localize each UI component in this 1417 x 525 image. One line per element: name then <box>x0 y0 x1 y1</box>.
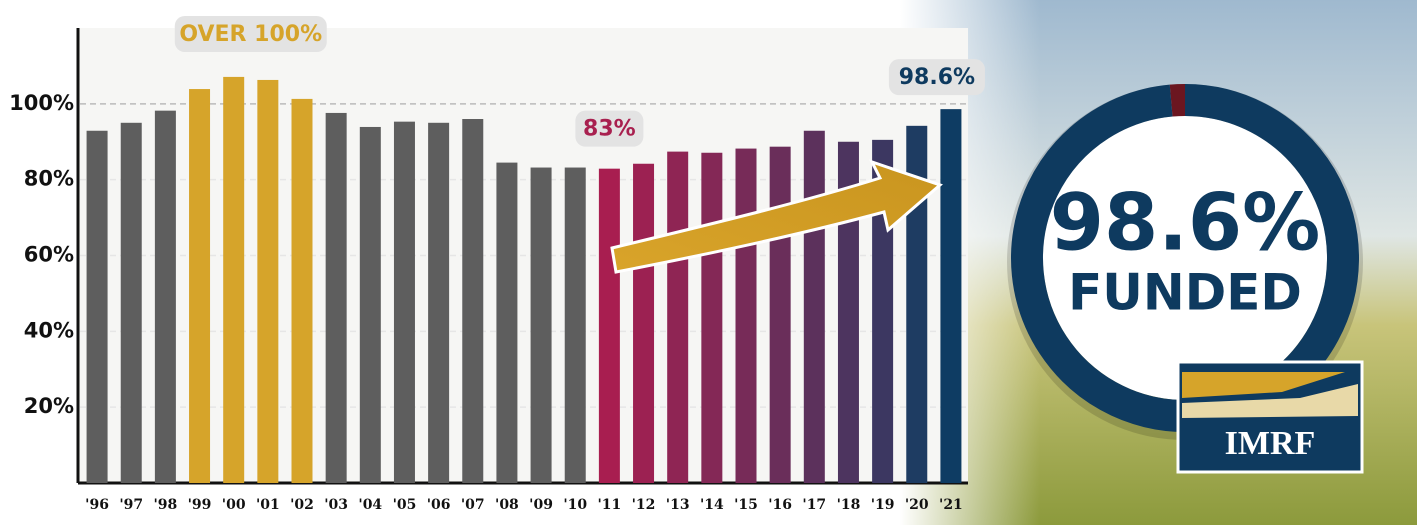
bar <box>496 163 517 483</box>
x-tick-label: '02 <box>290 497 314 513</box>
x-tick-label: '08 <box>495 497 519 513</box>
logo-text: IMRF <box>1225 425 1316 462</box>
bar <box>940 109 961 483</box>
bar <box>394 122 415 483</box>
bar <box>565 168 586 483</box>
y-tick-label: 40% <box>24 318 74 342</box>
bar <box>189 89 210 483</box>
x-tick-label: '97 <box>119 497 143 513</box>
x-tick-label: '07 <box>461 497 485 513</box>
value-label: 83% <box>583 117 636 142</box>
bar <box>360 127 381 483</box>
donut-label: 98.6% <box>1050 178 1321 268</box>
bar <box>326 113 347 483</box>
x-tick-label: '09 <box>529 497 553 513</box>
bar <box>633 164 654 483</box>
bar <box>599 169 620 483</box>
x-tick-label: '99 <box>188 497 212 513</box>
bar <box>701 153 722 483</box>
annotation: OVER 100% <box>179 22 322 47</box>
x-tick-label: '98 <box>153 497 177 513</box>
x-tick-label: '17 <box>802 497 826 513</box>
bar <box>257 80 278 483</box>
donut-rest <box>1171 100 1185 101</box>
donut-caption: FUNDED <box>1068 264 1302 322</box>
y-tick-label: 80% <box>24 167 74 191</box>
x-tick-label: '10 <box>563 497 587 513</box>
x-tick-label: '00 <box>222 497 246 513</box>
bar <box>121 123 142 483</box>
x-tick-label: '21 <box>939 497 963 513</box>
y-tick-label: 60% <box>24 243 74 267</box>
x-tick-label: '19 <box>871 497 895 513</box>
x-tick-label: '20 <box>905 497 929 513</box>
bar <box>804 131 825 483</box>
x-tick-label: '13 <box>666 497 690 513</box>
x-tick-label: '15 <box>734 497 758 513</box>
x-tick-label: '01 <box>256 497 280 513</box>
y-tick-label: 20% <box>24 394 74 418</box>
y-tick-label: 100% <box>9 91 74 115</box>
bar <box>428 123 449 483</box>
x-tick-label: '18 <box>837 497 861 513</box>
x-tick-label: '11 <box>597 497 621 513</box>
logo: IMRF <box>1178 362 1362 472</box>
x-tick-label: '04 <box>358 497 382 513</box>
bar <box>736 149 757 483</box>
x-tick-label: '96 <box>85 497 109 513</box>
bar <box>462 119 483 483</box>
bar <box>292 99 313 483</box>
x-tick-label: '03 <box>324 497 348 513</box>
x-tick-label: '16 <box>768 497 792 513</box>
bar <box>223 77 244 483</box>
bar <box>531 168 552 483</box>
x-tick-label: '05 <box>393 497 417 513</box>
bar <box>770 147 791 483</box>
x-tick-label: '14 <box>700 497 724 513</box>
x-tick-label: '06 <box>427 497 451 513</box>
x-tick-label: '12 <box>632 497 656 513</box>
bar <box>87 131 108 483</box>
bar <box>155 111 176 483</box>
infographic: 20% 40% 60% 80% 100% '96 '97 '98 '99 '00 '01 '02 '03… <box>0 0 1417 525</box>
value-label: 98.6% <box>899 65 975 90</box>
bar <box>667 152 688 483</box>
